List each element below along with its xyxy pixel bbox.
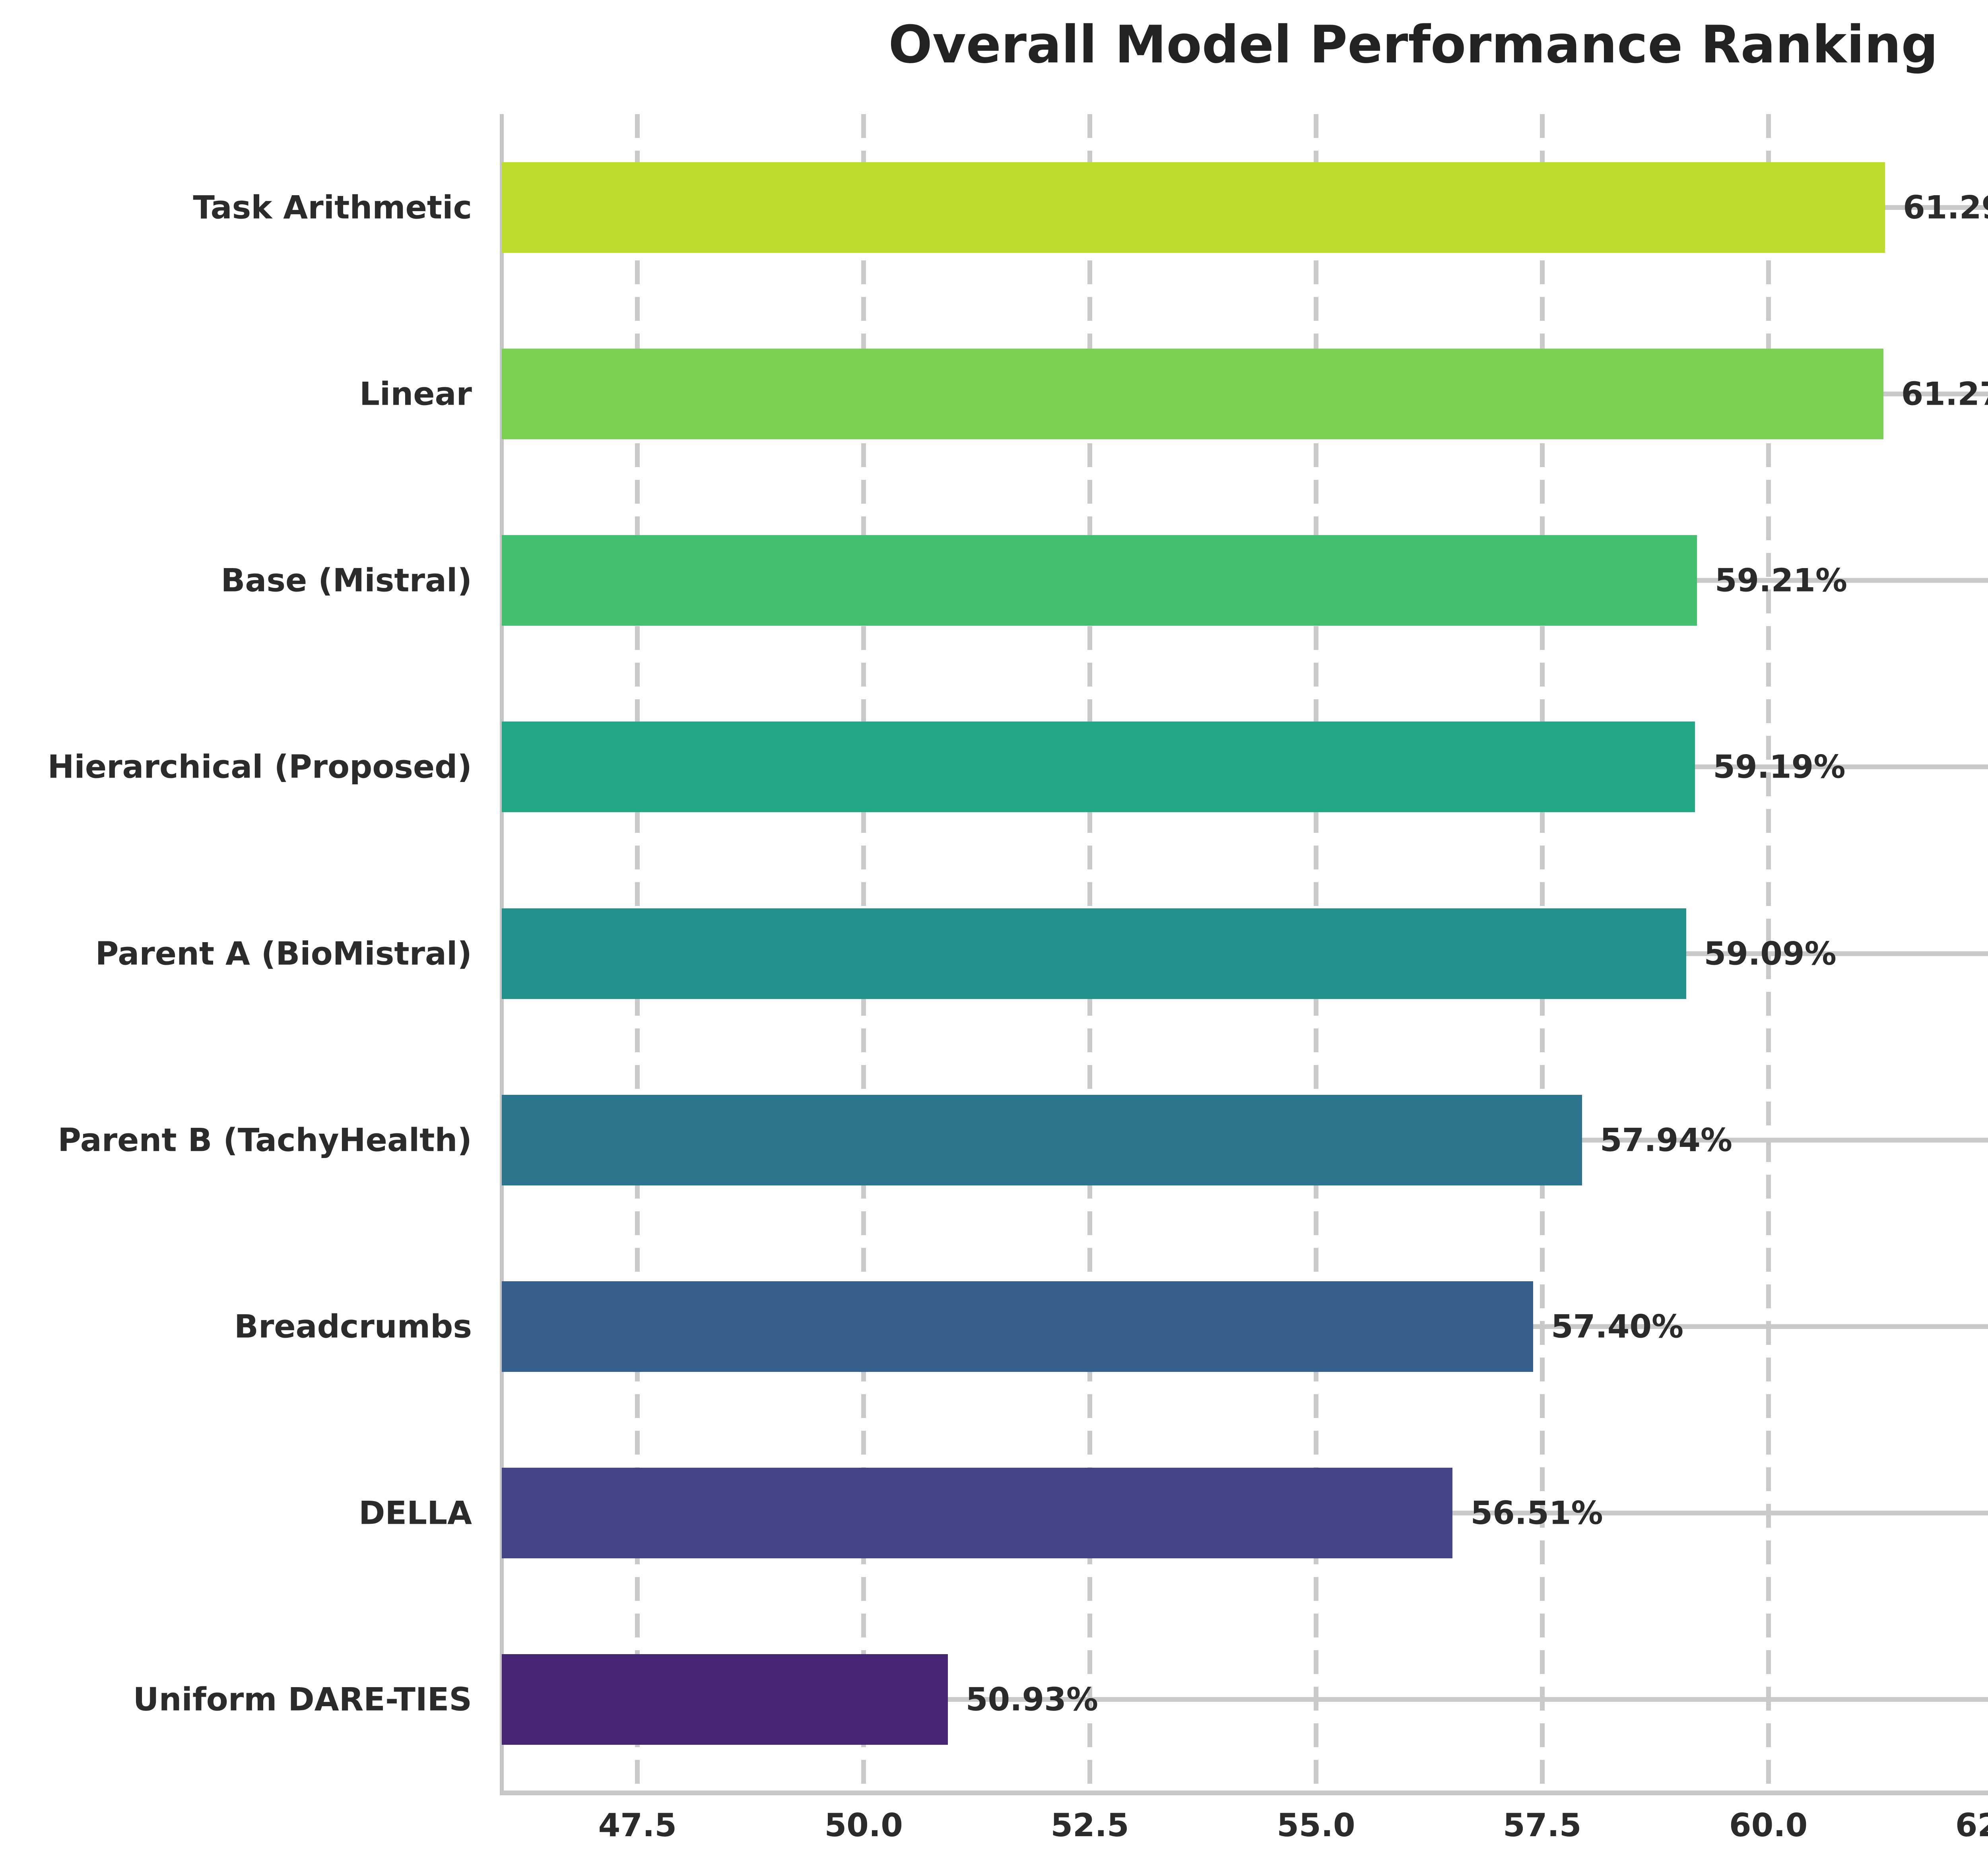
- bar-della: [502, 1468, 1453, 1559]
- value-label-parent-b-tachyhealth: 57.94%: [1600, 1121, 1733, 1159]
- plot-area: 61.29% 61.27% 59.21% 59.19% 59.09% 57.94% 57.4…: [500, 114, 1988, 1795]
- category-label-hierarchical-proposed: Hierarchical (Proposed): [47, 748, 472, 786]
- value-label-base-mistral: 59.21%: [1714, 562, 1848, 599]
- category-label-task-arithmetic: Task Arithmetic: [193, 189, 472, 226]
- x-axis-tick-labels: 47.550.052.555.057.560.062.565.0: [502, 1807, 1988, 1862]
- x-axis-spine: [500, 1790, 1988, 1795]
- value-label-della: 56.51%: [1470, 1494, 1603, 1532]
- y-axis-labels: Task Arithmetic Linear Base (Mistral) Hiera…: [0, 114, 472, 1793]
- x-tick-label-57.5: 57.5: [1503, 1807, 1582, 1844]
- bar-linear: [502, 348, 1883, 439]
- value-label-breadcrumbs: 57.40%: [1551, 1308, 1684, 1345]
- bar-task-arithmetic: [502, 162, 1885, 253]
- chart-title: Overall Model Performance Ranking: [888, 14, 1938, 75]
- x-tick-label-62.5: 62.5: [1955, 1807, 1988, 1844]
- bar-uniform-dare-ties: [502, 1654, 948, 1745]
- bar-breadcrumbs: [502, 1281, 1533, 1372]
- x-tick-label-47.5: 47.5: [598, 1807, 677, 1844]
- bar-hierarchical-proposed: [502, 722, 1695, 813]
- category-label-breadcrumbs: Breadcrumbs: [234, 1308, 472, 1345]
- category-label-parent-a-biomistral: Parent A (BioMistral): [95, 935, 472, 972]
- bar-parent-a-biomistral: [502, 908, 1686, 999]
- x-tick-label-55.0: 55.0: [1277, 1807, 1355, 1844]
- value-label-linear: 61.27%: [1901, 375, 1988, 413]
- value-label-uniform-dare-ties: 50.93%: [965, 1681, 1098, 1718]
- category-label-linear: Linear: [359, 375, 472, 413]
- category-label-della: DELLA: [359, 1494, 472, 1532]
- x-tick-label-52.5: 52.5: [1050, 1807, 1129, 1844]
- category-label-base-mistral: Base (Mistral): [221, 562, 472, 599]
- category-label-parent-b-tachyhealth: Parent B (TachyHealth): [58, 1121, 472, 1159]
- value-label-task-arithmetic: 61.29%: [1903, 189, 1988, 226]
- x-tick-label-50.0: 50.0: [824, 1807, 903, 1844]
- bar-base-mistral: [502, 535, 1697, 626]
- bar-parent-b-tachyhealth: [502, 1094, 1582, 1185]
- category-label-uniform-dare-ties: Uniform DARE-TIES: [133, 1681, 472, 1718]
- x-tick-label-60.0: 60.0: [1729, 1807, 1808, 1844]
- value-label-parent-a-biomistral: 59.09%: [1704, 935, 1837, 972]
- value-label-hierarchical-proposed: 59.19%: [1713, 748, 1846, 786]
